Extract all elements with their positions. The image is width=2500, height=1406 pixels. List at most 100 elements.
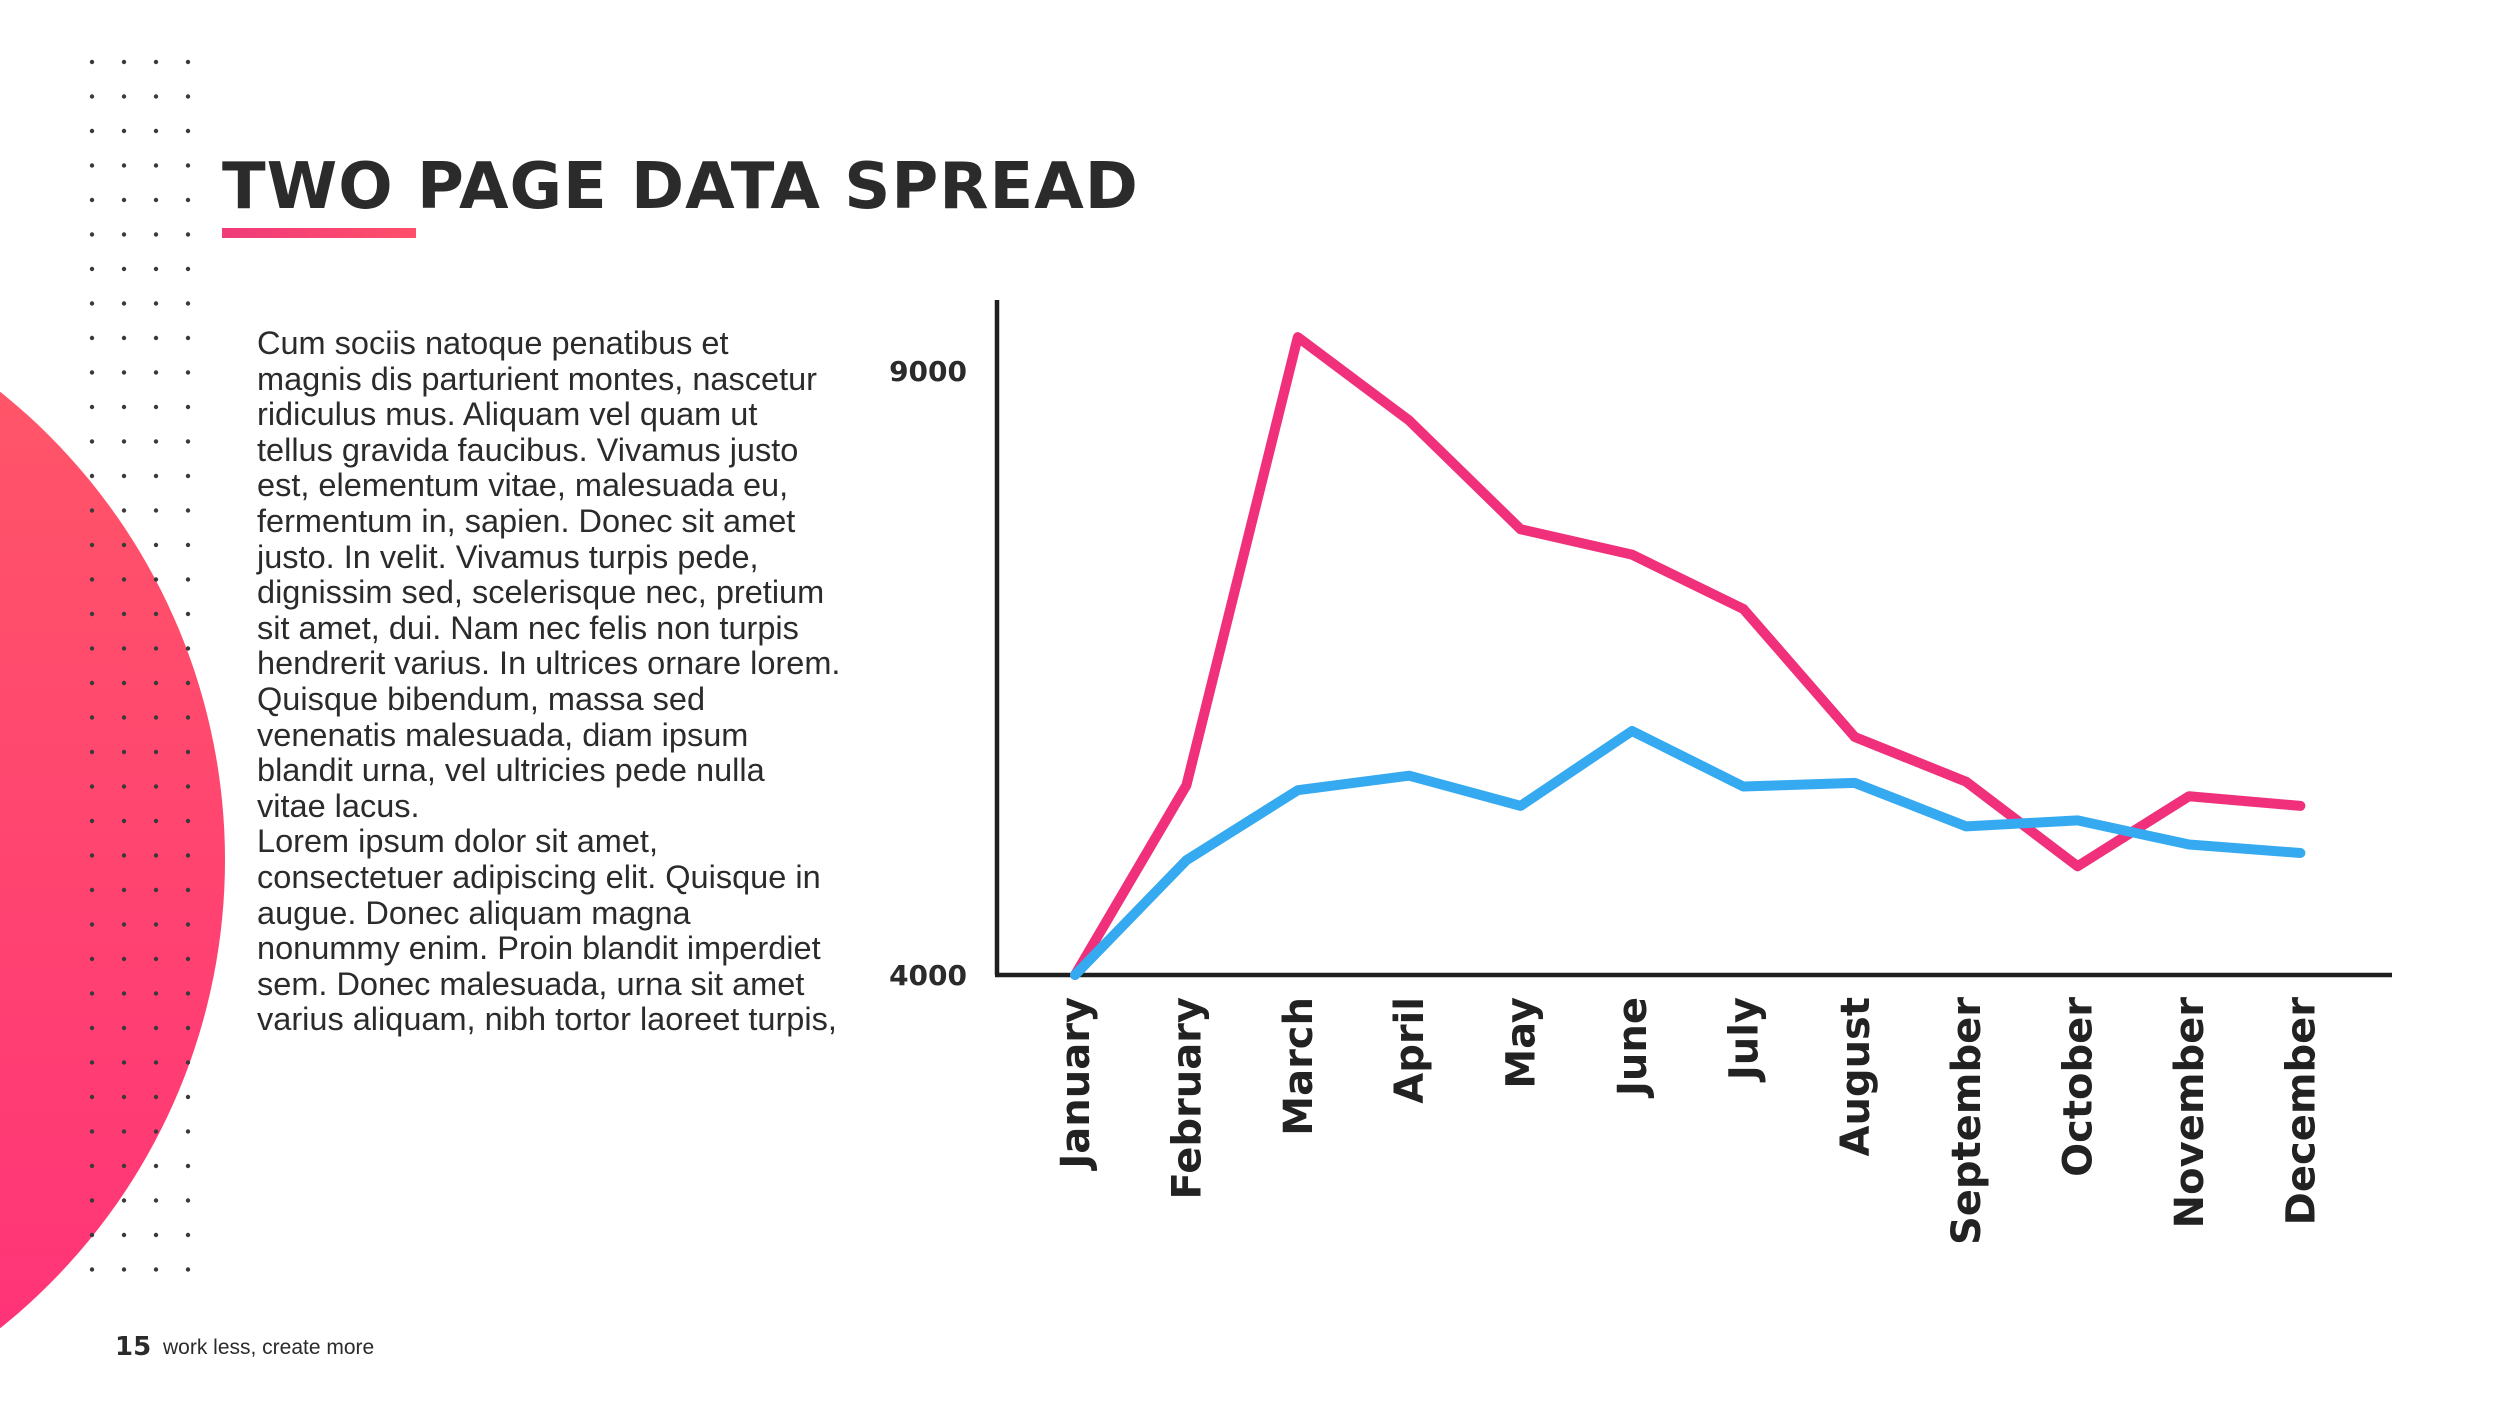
x-tick-label: November xyxy=(2167,997,2213,1229)
decor-dot xyxy=(185,853,191,858)
decor-dot xyxy=(89,94,95,99)
series-2-point xyxy=(1516,801,1525,810)
decor-dot xyxy=(153,301,159,306)
decor-dot xyxy=(89,577,95,582)
series-2-point xyxy=(1071,971,1079,979)
series-lines xyxy=(1070,332,2306,980)
decor-dot xyxy=(185,1232,191,1238)
decor-dot xyxy=(185,646,191,651)
decor-dot xyxy=(185,715,191,720)
decor-dot xyxy=(89,370,95,375)
decor-dot xyxy=(121,404,127,410)
decor-dot xyxy=(153,163,159,168)
decor-dot xyxy=(121,301,127,306)
series-1-point xyxy=(1405,416,1414,425)
decor-dot xyxy=(153,646,159,651)
decor-dot xyxy=(153,749,159,755)
x-tick-label: July xyxy=(1721,997,1767,1083)
decor-dot xyxy=(121,163,127,168)
x-tick-label: February xyxy=(1164,997,1210,1199)
decor-dot xyxy=(121,853,127,858)
decor-dot xyxy=(185,266,191,272)
decor-dot xyxy=(153,956,159,962)
decor-dot xyxy=(153,887,159,893)
decor-dot xyxy=(121,128,127,134)
decor-dot xyxy=(153,128,159,134)
body-paragraph-1: Cum sociis natoque penatibus et magnis d… xyxy=(257,325,841,824)
decor-dot xyxy=(185,473,191,479)
decor-dot xyxy=(121,646,127,651)
decor-dot xyxy=(153,335,159,341)
decor-dot xyxy=(185,611,191,617)
decor-dot xyxy=(185,508,191,513)
decor-dot xyxy=(121,887,127,893)
decor-dot xyxy=(185,1094,191,1100)
y-tick-labels: 9000 4000 xyxy=(889,355,967,992)
decor-dot xyxy=(153,1198,159,1203)
decor-dot xyxy=(121,439,127,444)
decor-dot xyxy=(153,370,159,375)
x-tick-label: October xyxy=(2056,997,2102,1177)
decor-dot xyxy=(185,232,191,237)
decor-dot xyxy=(153,508,159,513)
body-text: Cum sociis natoque penatibus et magnis d… xyxy=(257,325,842,1038)
decor-dot xyxy=(153,1267,159,1272)
decor-dot xyxy=(153,439,159,444)
decor-dot xyxy=(89,508,95,513)
x-tick-label: March xyxy=(1276,997,1322,1136)
decor-dot xyxy=(185,404,191,410)
series-line-1 xyxy=(1070,332,2306,980)
decor-dot xyxy=(89,611,95,617)
decor-dot xyxy=(89,818,95,824)
decor-dot xyxy=(89,335,95,341)
decor-dot xyxy=(153,232,159,237)
series-2-point xyxy=(1962,822,1971,831)
decor-dot xyxy=(121,1267,127,1272)
decor-dot xyxy=(89,439,95,444)
decor-dot xyxy=(89,232,95,237)
x-tick-label: April xyxy=(1387,997,1433,1104)
decor-dot xyxy=(121,922,127,927)
footer-tagline: work less, create more xyxy=(163,1336,375,1359)
x-tick-label: September xyxy=(1944,997,1990,1245)
decor-dot xyxy=(153,59,159,65)
decor-dot xyxy=(89,128,95,134)
decor-dot xyxy=(121,232,127,237)
series-2-point xyxy=(1293,786,1302,795)
decor-dot xyxy=(121,577,127,582)
dot-grid-pattern xyxy=(89,59,191,1272)
decor-dot xyxy=(185,439,191,444)
series-1-point xyxy=(1739,604,1748,613)
decor-dot xyxy=(121,473,127,479)
decor-dot xyxy=(89,887,95,893)
decor-dot xyxy=(185,887,191,893)
series-1-point xyxy=(2185,792,2193,801)
body-paragraph-2: Lorem ipsum dolor sit amet, consectetuer… xyxy=(257,823,837,1038)
decor-dot xyxy=(185,542,191,548)
decor-dot xyxy=(89,1198,95,1203)
decor-dot xyxy=(185,128,191,134)
decor-dot xyxy=(153,715,159,720)
decor-dot xyxy=(153,94,159,99)
decor-dot xyxy=(185,784,191,789)
decor-dot xyxy=(153,266,159,272)
decor-dot xyxy=(185,335,191,341)
decor-dot xyxy=(89,1025,95,1031)
decor-dot xyxy=(89,197,95,203)
decor-dot xyxy=(153,1025,159,1031)
decor-dot xyxy=(89,59,95,65)
decor-dot xyxy=(121,542,127,548)
series-line-2 xyxy=(1070,725,2306,980)
decor-dot xyxy=(153,197,159,203)
series-2-point xyxy=(1405,771,1414,780)
decor-dot xyxy=(185,1163,191,1169)
decor-dot xyxy=(121,749,127,755)
decor-dot xyxy=(89,542,95,548)
decor-dot xyxy=(153,1094,159,1100)
series-2-point xyxy=(2296,848,2305,857)
decor-dot xyxy=(89,853,95,858)
decor-dot xyxy=(153,818,159,824)
decor-dot xyxy=(153,991,159,996)
decor-dot xyxy=(185,577,191,582)
decor-dot xyxy=(121,94,127,99)
